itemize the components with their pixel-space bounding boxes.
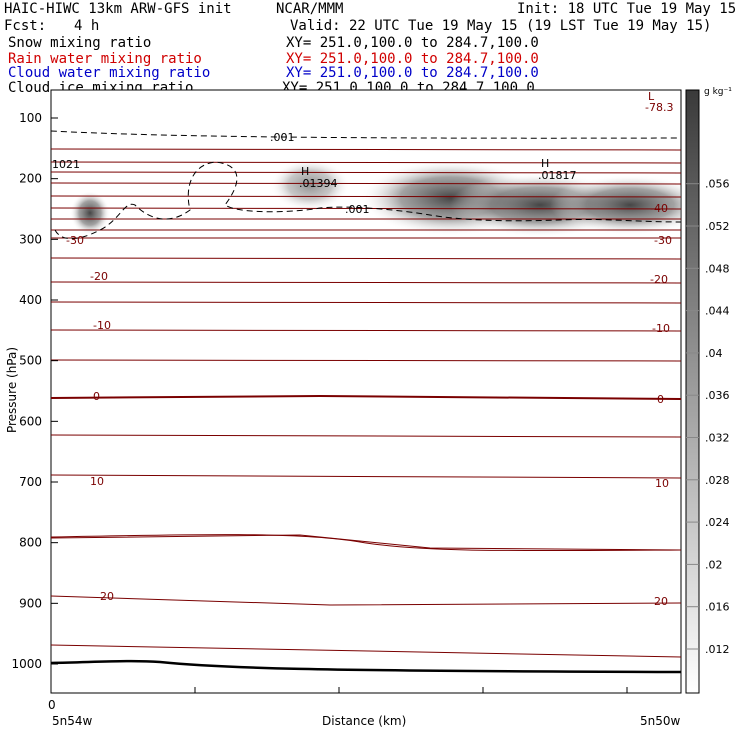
max-value: .01817 <box>538 169 577 182</box>
temp-label: -30 <box>654 234 672 247</box>
temp-label: -40 <box>650 202 668 215</box>
colorbar-tick-label: .024 <box>705 516 730 529</box>
field-name-rain: Rain water mixing ratio <box>8 51 202 67</box>
isotherm <box>51 359 681 362</box>
colorbar-tick-label: .016 <box>705 601 730 614</box>
y-tick-label: 800 <box>19 536 42 550</box>
colorbar-tick-label: .036 <box>705 389 730 402</box>
station-label: 1021 <box>52 158 80 171</box>
zero-isotherm <box>51 394 681 400</box>
temp-label: -20 <box>650 273 668 286</box>
forecast-hours: 4 h <box>74 18 100 34</box>
x-axis-label: Distance (km) <box>322 714 406 728</box>
temp-label: -30 <box>66 234 84 247</box>
field-xy-rain: XY= 251.0,100.0 to 284.7,100.0 <box>286 51 539 67</box>
max-value: .01394 <box>299 177 338 190</box>
temp-label: -10 <box>93 319 111 332</box>
shading-blob <box>550 175 681 235</box>
temperature-labels-left: -30 -20 -10 0 10 20 <box>66 234 114 603</box>
isotherm <box>51 281 681 284</box>
shading-blob <box>70 191 110 235</box>
y-tick-label: 500 <box>19 354 42 368</box>
colorbar-tick-label: .02 <box>705 558 723 571</box>
y-tick-label: 200 <box>19 172 42 186</box>
isotherm <box>51 644 681 658</box>
org-label: NCAR/MMM <box>276 1 344 17</box>
cloud-ice-contour <box>51 130 681 139</box>
isotherm <box>51 595 681 606</box>
init-time: Init: 18 UTC Tue 19 May 15 <box>517 1 737 17</box>
field-name-cloud-water: Cloud water mixing ratio <box>8 65 211 81</box>
max-symbol: H <box>541 157 549 170</box>
y-tick-label: 300 <box>19 232 42 246</box>
colorbar-tick-label: .056 <box>705 178 730 191</box>
temp-label: 0 <box>657 393 664 406</box>
snow-shading <box>70 159 681 237</box>
max-symbol: H <box>301 165 309 178</box>
x-right-label: 5n50w <box>640 714 681 728</box>
valid-time: Valid: 22 UTC Tue 19 May 15 (19 LST Tue … <box>290 18 712 34</box>
y-tick-label: 900 <box>19 596 42 610</box>
colorbar-tick-label: .012 <box>705 643 730 656</box>
colorbar: .012 .016 .02 .024 .028 .032 .036 .04 .044 .048 .0… <box>685 87 732 694</box>
colorbar-tick-label: .04 <box>705 347 723 360</box>
y-tick-label: 600 <box>19 414 42 428</box>
isotherm <box>51 329 681 332</box>
temp-label: 20 <box>654 595 668 608</box>
isotherm <box>51 148 681 151</box>
isotherm <box>51 434 681 438</box>
chart-title: HAIC-HIWC 13km ARW-GFS init <box>4 1 232 17</box>
y-tick-label: 400 <box>19 293 42 307</box>
field-xy-cloud-water: XY= 251.0,100.0 to 284.7,100.0 <box>286 65 539 81</box>
y-tick-label: 1000 <box>11 657 42 671</box>
colorbar-tick-label: .028 <box>705 474 730 487</box>
isotherm <box>51 171 681 174</box>
x-start-label: 0 <box>48 698 56 712</box>
y-tick-label: 100 <box>19 111 42 125</box>
colorbar-ramp <box>685 89 700 694</box>
temp-label: 0 <box>93 390 100 403</box>
isotherm <box>51 257 681 260</box>
colorbar-tick-label: .052 <box>705 220 730 233</box>
isotherm <box>51 195 681 198</box>
temp-label: 10 <box>90 475 104 488</box>
colorbar-tick-label: .032 <box>705 432 730 445</box>
colorbar-units: g kg⁻¹ <box>704 87 732 97</box>
cloud-ice-label: .001 <box>345 203 370 216</box>
isotherm <box>51 301 681 304</box>
temperature-contours <box>51 148 681 658</box>
colorbar-tick-label: .048 <box>705 262 730 275</box>
temp-label: -10 <box>652 322 670 335</box>
min-symbol: L <box>648 90 655 103</box>
x-left-label: 5n54w <box>52 714 93 728</box>
surface-line <box>51 659 681 674</box>
colorbar-tick-label: .044 <box>705 305 730 318</box>
field-xy-snow: XY= 251.0,100.0 to 284.7,100.0 <box>286 35 539 51</box>
cloud-ice-label: .001 <box>270 131 295 144</box>
temp-label: -20 <box>90 270 108 283</box>
isotherm <box>51 474 681 479</box>
isotherm <box>51 207 681 210</box>
field-name-snow: Snow mixing ratio <box>8 35 152 51</box>
temp-label: 20 <box>100 590 114 603</box>
isotherm <box>51 534 681 552</box>
y-axis: 100 200 300 400 500 600 700 800 900 1000 <box>11 111 58 671</box>
isotherm <box>51 182 681 185</box>
temperature-labels-right: -40 -30 -20 -10 0 10 20 <box>650 202 672 608</box>
forecast-label: Fcst: <box>4 18 47 34</box>
temp-label: 10 <box>655 477 669 490</box>
isotherm <box>51 161 681 164</box>
x-axis-ticks <box>50 687 628 693</box>
min-value: -78.3 <box>645 101 673 114</box>
y-axis-label: Pressure (hPa) <box>5 347 19 433</box>
isotherm <box>51 534 681 551</box>
y-tick-label: 700 <box>19 475 42 489</box>
